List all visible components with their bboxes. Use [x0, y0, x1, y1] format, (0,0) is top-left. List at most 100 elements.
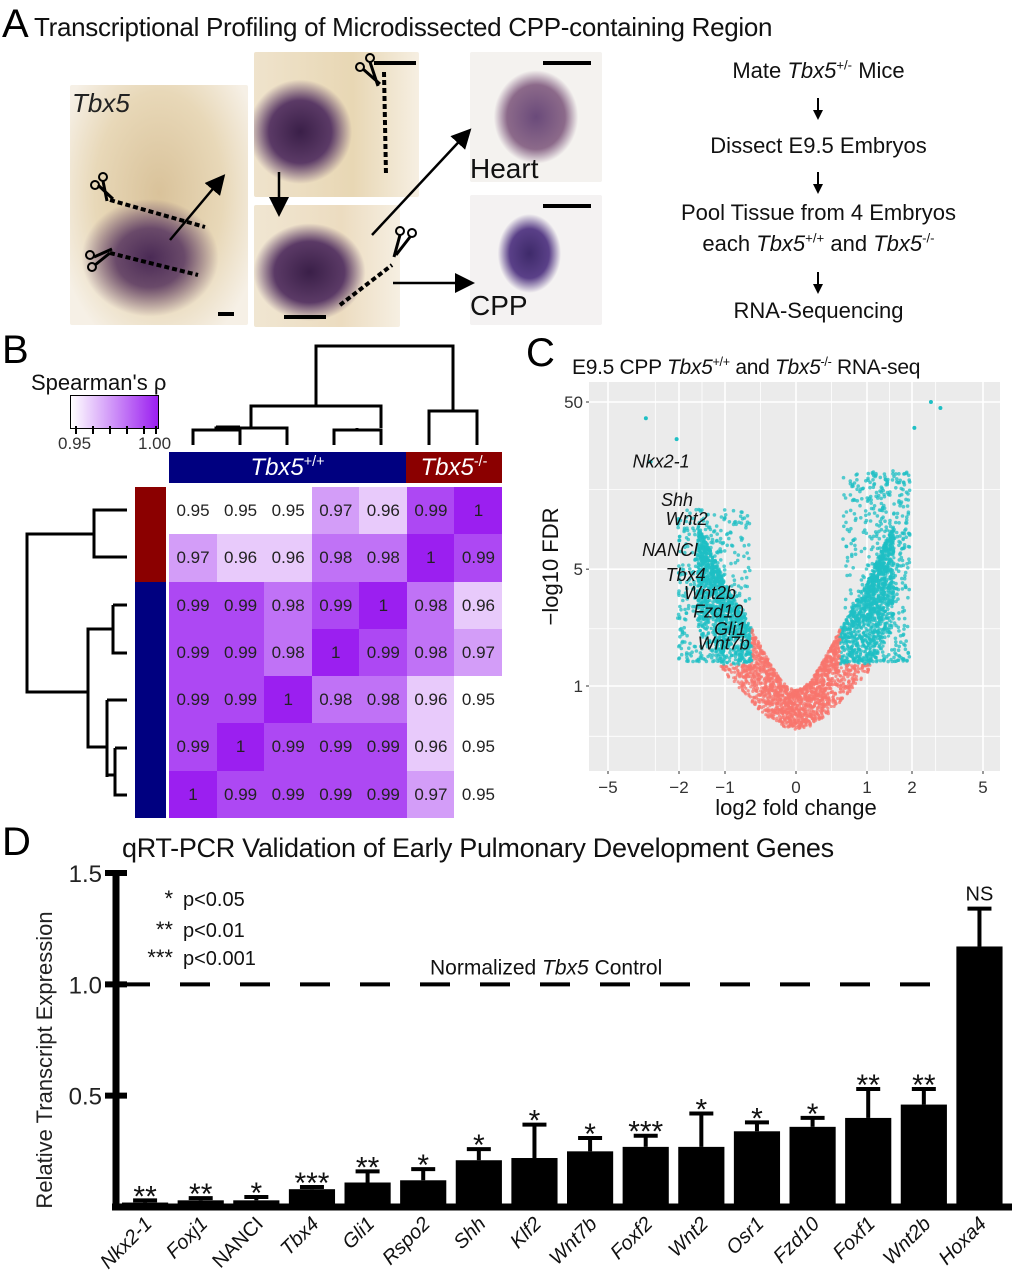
volcano-point: [815, 689, 819, 693]
volcano-point: [838, 700, 842, 705]
volcano-point: [890, 605, 894, 609]
volcano-point: [848, 668, 853, 672]
volcano-point: [829, 682, 833, 686]
volcano-point: [784, 685, 788, 689]
volcano-point: [855, 651, 859, 655]
volcano-point: [719, 583, 723, 587]
volcano-point: [868, 658, 872, 663]
volcano-point: [701, 546, 705, 551]
volcano-point: [884, 510, 888, 514]
volcano-point: [896, 658, 901, 662]
volcano-point: [716, 614, 721, 618]
volcano-point: [711, 606, 715, 610]
volcano-point: [747, 634, 751, 638]
volcano-point: [786, 703, 791, 707]
volcano-point: [797, 723, 801, 727]
volcano-point: [904, 518, 909, 522]
volcano-point: [867, 637, 872, 642]
volcano-point: [760, 681, 764, 685]
volcano-point: [808, 680, 812, 685]
volcano-point: [735, 636, 739, 640]
volcano-point: [839, 696, 843, 700]
volcano-point: [771, 714, 775, 718]
volcano-point: [746, 666, 750, 670]
workflow-step-sequencing: RNA-Sequencing: [733, 298, 904, 323]
volcano-point: [699, 620, 703, 624]
volcano-point: [775, 705, 780, 709]
volcano-point: [831, 643, 835, 647]
volcano-point: [878, 566, 882, 571]
volcano-point: [874, 534, 879, 539]
group-header-ko: Tbx5-/-: [406, 452, 502, 483]
volcano-point: [694, 507, 698, 512]
volcano-point: [821, 714, 825, 718]
workflow-step-pool: Pool Tissue from 4 Embryos: [680, 200, 957, 225]
volcano-point: [886, 659, 890, 664]
volcano-point: [845, 620, 850, 624]
workflow-step-mate: Mate Tbx5+/- Mice: [732, 57, 905, 83]
heatmap-cell: 0.99: [169, 581, 218, 630]
volcano-point: [730, 609, 734, 613]
volcano-point: [732, 596, 736, 600]
volcano-point: [758, 669, 762, 673]
heatmap-cell: 0.95: [169, 487, 218, 535]
volcano-point: [845, 555, 850, 560]
volcano-point: [879, 579, 883, 584]
volcano-point: [905, 515, 909, 519]
volcano-point: [872, 616, 877, 620]
volcano-point: [705, 644, 710, 649]
volcano-point: [712, 639, 716, 643]
volcano-point: [742, 554, 746, 559]
heatmap-legend-min: 0.95: [58, 434, 92, 453]
volcano-point: [832, 665, 836, 669]
volcano-point: [841, 537, 845, 541]
volcano-point: [907, 557, 911, 561]
volcano-point: [743, 690, 747, 695]
volcano-point: [826, 677, 830, 681]
volcano-point: [803, 685, 807, 689]
volcano-point: [885, 539, 889, 543]
volcano-point: [834, 701, 838, 706]
volcano-point: [753, 663, 757, 667]
volcano-point: [721, 648, 726, 653]
volcano-point: [906, 595, 910, 600]
heatmap-legend-title: Spearman's ρ: [31, 370, 167, 395]
volcano-point: [766, 710, 770, 714]
volcano-point: [705, 607, 709, 611]
volcano-point: [851, 601, 855, 606]
volcano-point: [866, 652, 871, 657]
volcano-point: [856, 667, 860, 671]
volcano-point: [889, 580, 893, 585]
volcano-point: [891, 616, 895, 621]
volcano-point: [858, 503, 862, 508]
volcano-point: [853, 543, 857, 548]
volcano-point: [759, 655, 763, 659]
volcano-point: [761, 698, 765, 702]
volcano-point: [871, 631, 875, 635]
volcano-point: [872, 504, 877, 508]
volcano-point: [878, 596, 883, 600]
volcano-point: [856, 647, 860, 651]
volcano-point: [678, 580, 682, 585]
volcano-point: [793, 722, 797, 726]
volcano-point: [827, 649, 831, 653]
volcano-point: [685, 633, 689, 638]
volcano-point: [783, 717, 787, 721]
volcano-point: [688, 511, 692, 515]
volcano-point: [882, 641, 886, 645]
volcano-point: [852, 481, 857, 485]
volcano-point: [774, 685, 778, 689]
heatmap-cell: 0.95: [454, 676, 503, 724]
volcano-point: [775, 695, 779, 699]
volcano-point: [765, 695, 769, 699]
volcano-point: [848, 613, 852, 617]
volcano-point: [850, 686, 855, 690]
volcano-point: [739, 538, 744, 542]
volcano-point: [744, 678, 748, 682]
volcano-point: [879, 591, 883, 595]
volcano-point: [738, 514, 743, 518]
volcano-point: [736, 680, 740, 684]
volcano-point: [748, 644, 752, 648]
volcano-point: [834, 658, 838, 662]
volcano-point: [743, 659, 747, 663]
